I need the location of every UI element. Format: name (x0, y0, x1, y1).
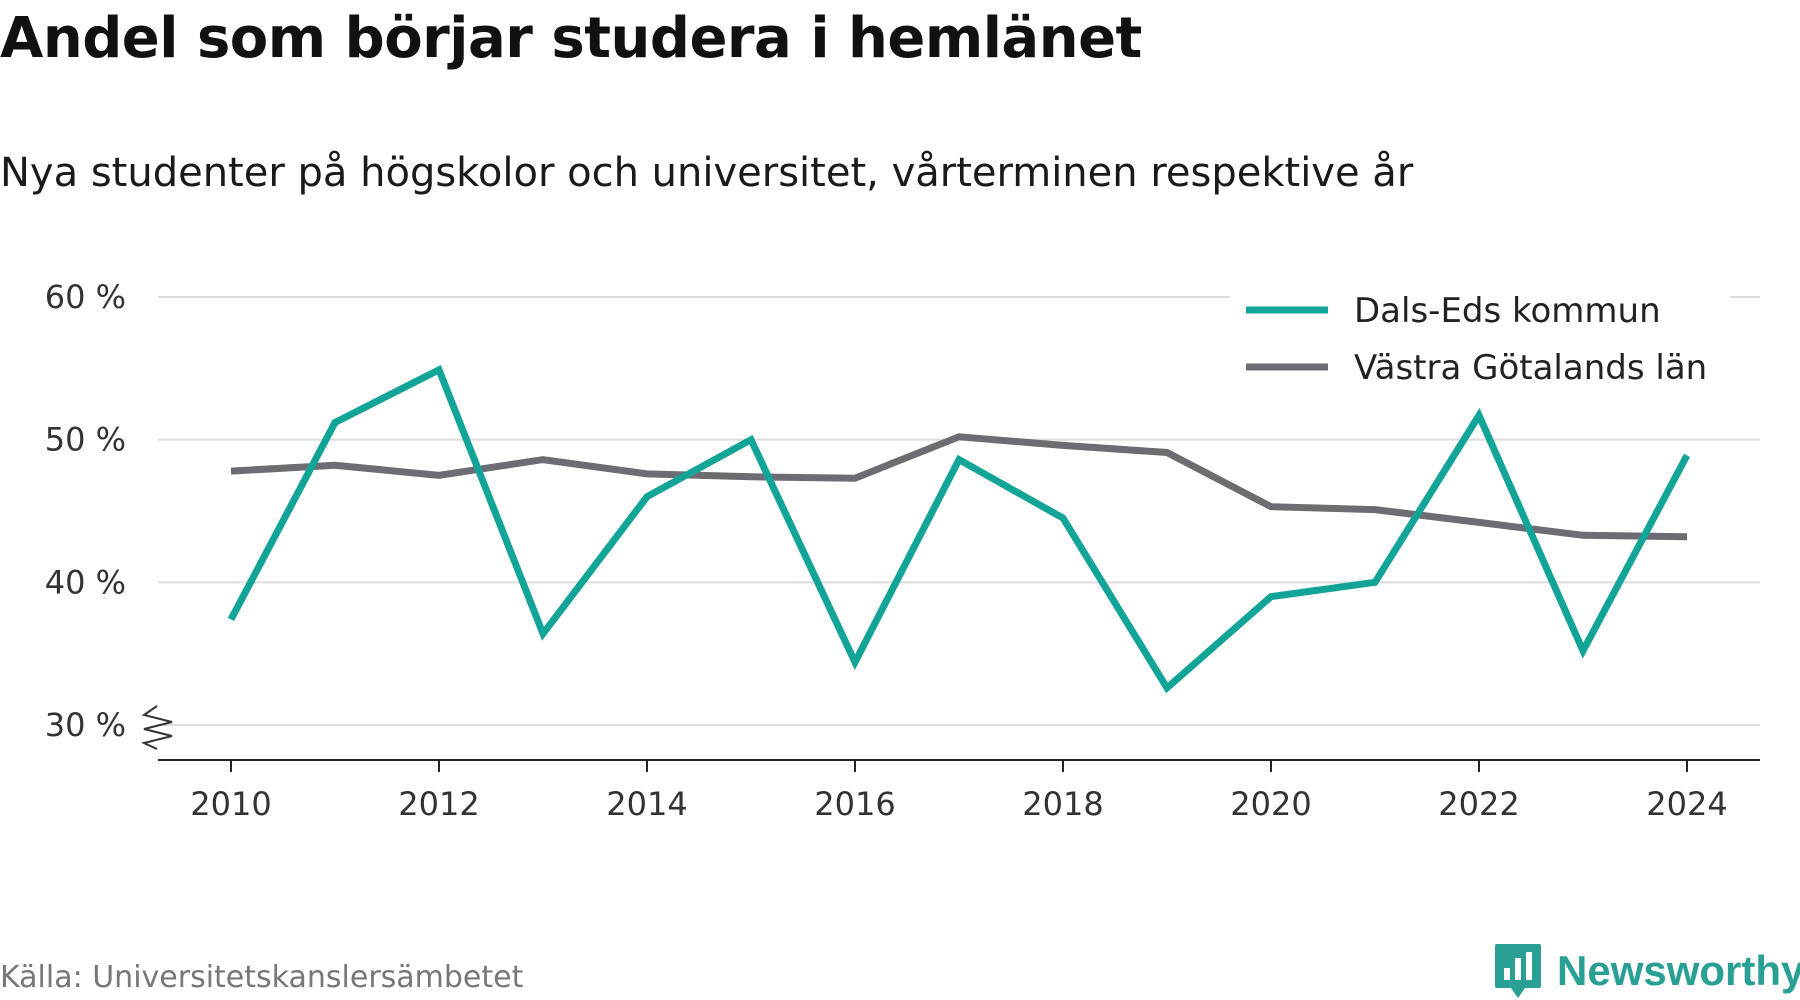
chart-subtitle: Nya studenter på högskolor och universit… (0, 150, 1414, 196)
x-axis (141, 705, 1760, 761)
x-tick-label: 2010 (190, 785, 271, 823)
series-lines (227, 364, 1691, 694)
y-axis-ticks: 30 % 40 % 50 % 60 % (45, 278, 126, 744)
chart-title: Andel som börjar studera i hemlänet (0, 6, 1142, 71)
x-tick-label: 2024 (1646, 785, 1727, 823)
x-axis-ticks: 2010 2012 2014 2016 2018 2020 2022 2024 (190, 760, 1728, 823)
y-tick-label: 60 % (45, 278, 126, 316)
brand-name: Newsworthy (1557, 947, 1800, 994)
x-tick-label: 2014 (606, 785, 687, 823)
legend-label: Västra Götalands län (1354, 348, 1707, 388)
source-note: Källa: Universitetskanslersämbetet (0, 960, 524, 995)
x-tick-label: 2022 (1438, 785, 1519, 823)
y-tick-label: 30 % (45, 706, 126, 744)
legend-background (1230, 285, 1730, 400)
series-line-0 (227, 364, 1691, 694)
x-tick-label: 2016 (814, 785, 895, 823)
series-line-1 (230, 433, 1688, 541)
x-tick-label: 2020 (1230, 785, 1311, 823)
brand-logo: Newsworthy (1493, 942, 1800, 1000)
y-tick-label: 50 % (45, 421, 126, 459)
y-tick-label: 40 % (45, 563, 126, 601)
x-tick-label: 2018 (1022, 785, 1103, 823)
legend-label: Dals-Eds kommun (1354, 291, 1661, 331)
legend: Dals-Eds kommun Västra Götalands län (1230, 285, 1730, 400)
y-axis-break-icon (141, 705, 173, 750)
x-tick-label: 2012 (398, 785, 479, 823)
newsworthy-logo-icon (1495, 944, 1541, 998)
